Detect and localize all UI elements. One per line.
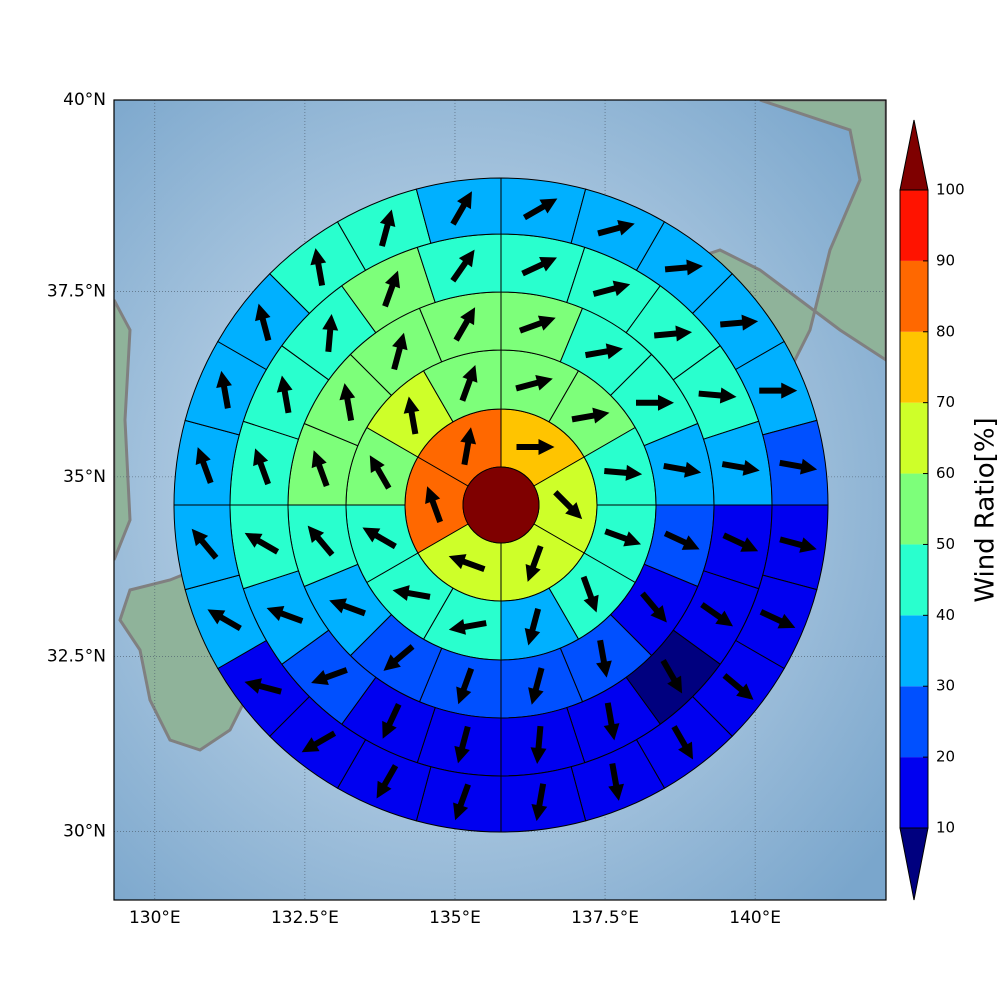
y-tick-label: 35°N [63,467,106,487]
sector-cell [174,420,239,505]
center-cell [463,467,539,543]
y-tick-label: 37.5°N [47,282,106,302]
colorbar-tick-label: 70 [936,393,955,411]
colorbar-tick-label: 40 [936,606,955,624]
x-tick-label: 140°E [729,908,781,928]
colorbar-tick-label: 20 [936,748,955,766]
x-tick-label: 130°E [129,908,181,928]
colorbar-band [900,615,928,686]
colorbar-band [900,332,928,403]
y-tick-label: 40°N [63,90,106,110]
colorbar-label: Wind Ratio[%] [971,417,1000,602]
y-tick-label: 30°N [63,821,106,841]
colorbar-band [900,544,928,615]
colorbar-tick-label: 30 [936,677,955,695]
sector-grid [174,178,828,832]
colorbar-tick-label: 50 [936,535,955,553]
colorbar-extend-low [900,828,928,900]
sector-cell [501,178,586,243]
colorbar-tick-label: 90 [936,251,955,269]
sector-cell [763,505,828,590]
colorbar-tick-label: 100 [936,181,965,199]
colorbar: 10 20 30 40 50 60 70 80 90 100 Wind Ratio[%] [900,120,1000,900]
colorbar-band [900,757,928,828]
y-tick-label: 32.5°N [47,647,106,667]
x-tick-label: 135°E [429,908,481,928]
colorbar-band [900,261,928,332]
colorbar-tick-label: 60 [936,464,955,482]
colorbar-tick-label: 80 [936,322,955,340]
colorbar-band [900,686,928,757]
colorbar-extend-high [900,120,928,190]
sector-cell [416,767,501,832]
colorbar-tick-label: 10 [936,819,955,837]
colorbar-band [900,190,928,261]
colorbar-band [900,474,928,545]
x-tick-label: 137.5°E [571,908,639,928]
x-tick-label: 132.5°E [271,908,339,928]
colorbar-band [900,403,928,474]
